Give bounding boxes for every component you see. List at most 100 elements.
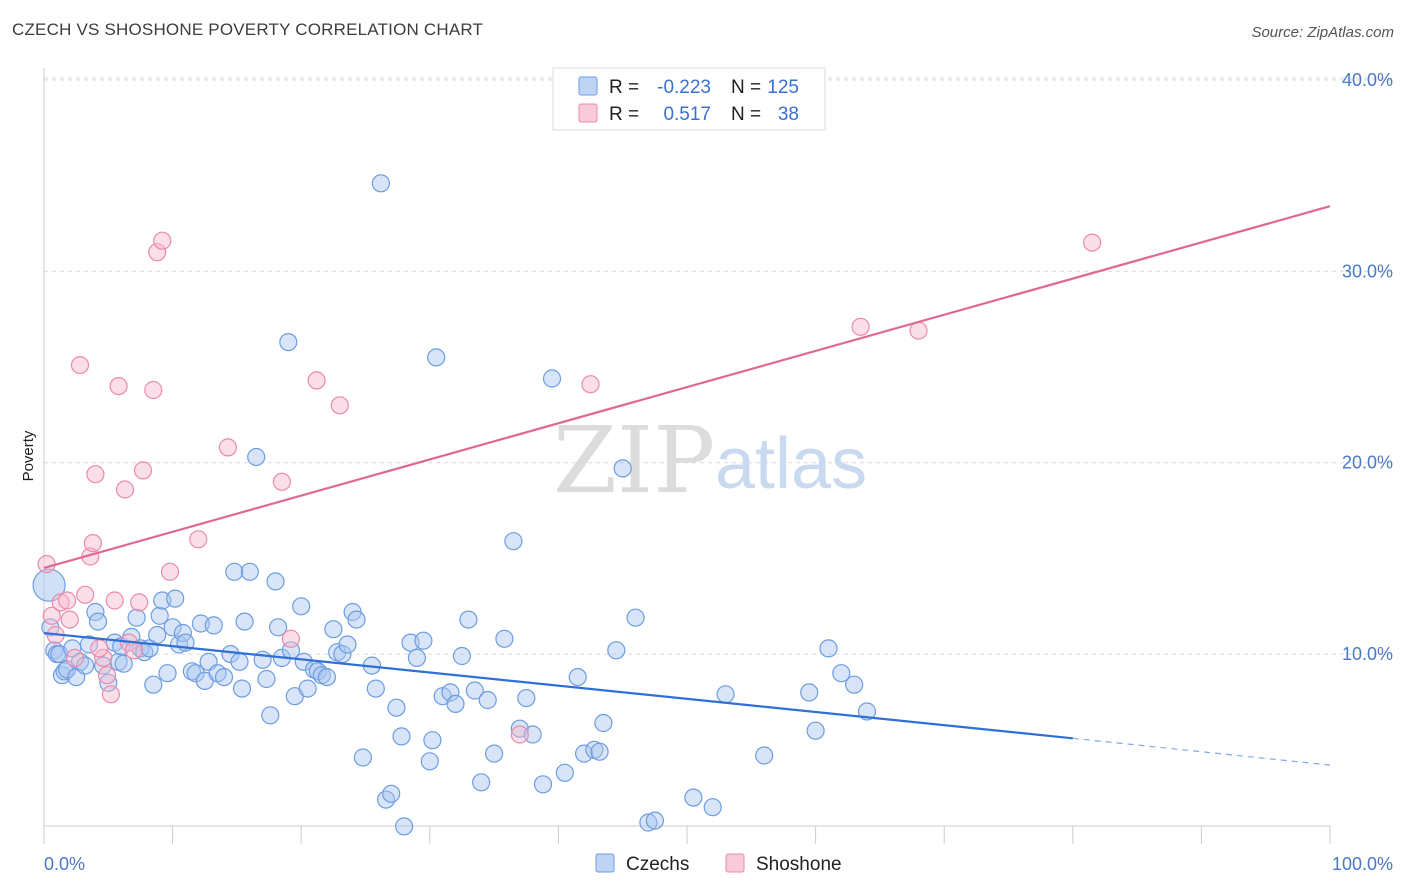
y-tick-label: 20.0% (1342, 453, 1393, 473)
point-czechs (247, 447, 266, 467)
point-czechs (166, 589, 185, 608)
point-czechs (555, 763, 574, 782)
point-shoshone (86, 465, 105, 484)
point-czechs (353, 748, 372, 767)
point-shoshone (37, 554, 56, 574)
legend-top: R = -0.223 N = 125 R = 0.517 N = 38 (552, 67, 826, 131)
legend-n-label-czechs: N = (731, 77, 761, 98)
trend-lines (43, 205, 1331, 766)
x-tick-label-max: 100.0% (1332, 854, 1393, 874)
point-czechs (542, 369, 562, 388)
source-credit: Source: ZipAtlas.com (1251, 24, 1394, 41)
point-shoshone (218, 438, 237, 457)
point-czechs (387, 698, 406, 717)
chart-title: CZECH VS SHOSHONE POVERTY CORRELATION CH… (12, 20, 484, 39)
legend-bottom-swatch-shoshone (725, 853, 745, 873)
legend-bottom-label-shoshone: Shoshone (756, 854, 842, 875)
point-shoshone (97, 666, 117, 685)
point-shoshone (330, 396, 349, 415)
legend-swatch-shoshone (578, 103, 598, 123)
point-czechs (716, 685, 735, 704)
point-czechs (76, 656, 95, 675)
point-czechs (495, 629, 514, 648)
point-czechs (114, 654, 133, 673)
point-czechs (186, 664, 205, 683)
y-axis-label: Poverty (20, 430, 37, 481)
point-czechs (590, 742, 609, 761)
legend-bottom-swatch-czechs (595, 853, 615, 873)
point-czechs (240, 562, 259, 581)
point-czechs (261, 706, 280, 725)
point-czechs (594, 713, 613, 733)
point-shoshone (153, 231, 172, 250)
trend-extension-czechs (1072, 737, 1331, 766)
point-shoshone (130, 593, 149, 612)
point-czechs (613, 459, 632, 478)
legend-n-value-czechs: 125 (767, 77, 799, 98)
point-shoshone (510, 725, 529, 744)
point-czechs (472, 773, 491, 792)
point-shoshone (105, 591, 124, 610)
point-czechs (94, 656, 113, 675)
point-czechs (366, 679, 385, 698)
point-shoshone (189, 530, 208, 549)
point-czechs (294, 652, 313, 671)
legend-r-label-czechs: R = (609, 77, 639, 98)
point-czechs (214, 667, 234, 687)
point-czechs (832, 664, 851, 683)
point-czechs (292, 597, 311, 616)
point-czechs (158, 664, 177, 683)
point-czechs (452, 646, 471, 666)
point-czechs (414, 631, 433, 650)
point-shoshone (133, 461, 153, 480)
point-czechs (279, 333, 298, 352)
watermark: ZIP atlas (553, 407, 867, 514)
point-czechs (407, 648, 426, 668)
point-shoshone (148, 243, 167, 262)
point-shoshone (60, 610, 79, 629)
point-czechs (148, 625, 167, 645)
point-czechs (371, 174, 390, 193)
point-czechs (703, 798, 722, 817)
point-czechs (225, 562, 244, 581)
point-shoshone (272, 472, 291, 491)
point-czechs (150, 606, 169, 625)
point-czechs (427, 348, 446, 367)
point-shoshone (109, 377, 128, 396)
point-czechs (395, 817, 414, 836)
point-czechs (459, 610, 478, 629)
point-czechs (235, 612, 254, 631)
point-shoshone (101, 685, 121, 704)
point-czechs (99, 673, 118, 692)
y-tick-label: 10.0% (1342, 644, 1393, 664)
point-shoshone (851, 317, 870, 336)
point-czechs (269, 618, 288, 637)
y-axis-tick-labels: 10.0% 20.0% 30.0% 40.0% (1342, 70, 1393, 664)
point-shoshone (65, 648, 85, 668)
point-czechs (845, 675, 864, 694)
legend-n-value-shoshone: 38 (778, 104, 799, 125)
point-czechs (755, 746, 774, 765)
x-axis-ticks (43, 826, 1331, 844)
point-czechs (55, 662, 74, 681)
point-czechs (79, 635, 99, 654)
point-czechs (607, 641, 626, 660)
point-czechs (800, 683, 819, 702)
point-shoshone (115, 480, 135, 499)
point-shoshone (1082, 233, 1102, 252)
point-czechs (317, 667, 336, 687)
point-czechs (32, 568, 66, 602)
point-czechs (478, 690, 497, 710)
point-czechs (88, 612, 108, 631)
x-tick-label-min: 0.0% (44, 854, 85, 874)
data-points (32, 174, 1102, 836)
point-czechs (485, 744, 504, 763)
point-shoshone (42, 606, 61, 625)
point-shoshone (90, 639, 109, 658)
point-shoshone (581, 375, 600, 394)
legend-bottom-label-czechs: Czechs (626, 854, 689, 875)
point-czechs (441, 683, 460, 702)
point-czechs (127, 608, 146, 627)
point-czechs (420, 752, 439, 771)
point-czechs (639, 813, 658, 832)
